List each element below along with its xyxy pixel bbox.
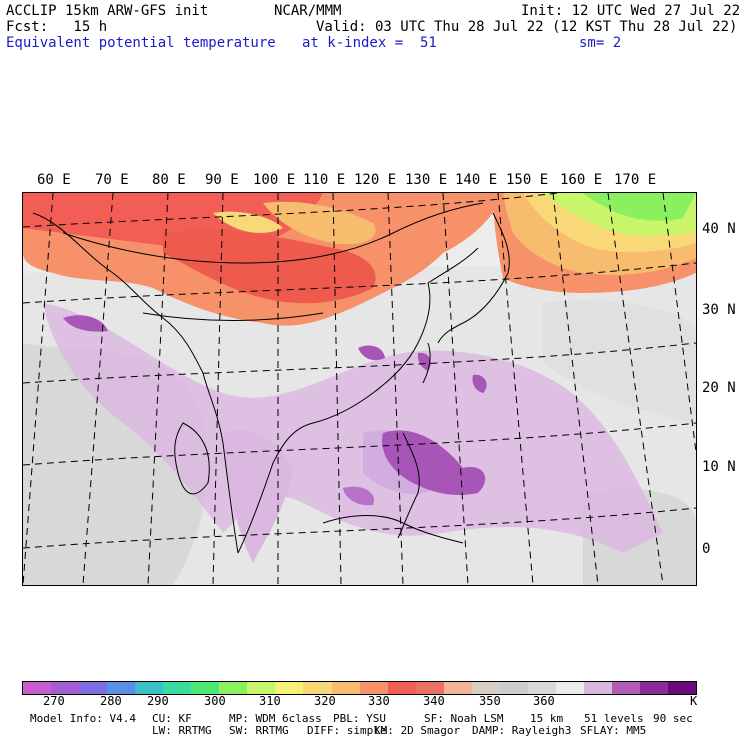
model-info-item: SF: Noah LSM bbox=[424, 712, 504, 725]
colorbar-label: 300 bbox=[204, 694, 226, 708]
colorbar-label: 360 bbox=[533, 694, 555, 708]
model-info-item: 51 levels bbox=[584, 712, 644, 725]
smoothing-label: sm= 2 bbox=[579, 35, 622, 51]
colorbar-swatch bbox=[23, 682, 52, 694]
init-time: Init: 12 UTC Wed 27 Jul 22 bbox=[521, 3, 740, 19]
colorbar-swatch bbox=[331, 682, 360, 694]
model-info-item: MP: WDM 6class bbox=[229, 712, 322, 725]
colorbar-label: 330 bbox=[368, 694, 390, 708]
latitude-label: 0 bbox=[702, 541, 711, 557]
model-info-item: DAMP: Rayleigh3 bbox=[472, 724, 572, 737]
colorbar-label: 340 bbox=[423, 694, 445, 708]
colorbar-swatch bbox=[640, 682, 669, 694]
colorbar-swatch bbox=[555, 682, 584, 694]
model-info-item: KM: 2D Smagor bbox=[374, 724, 461, 737]
model-info-item: DIFF: simple bbox=[307, 724, 387, 737]
colorbar-swatch bbox=[583, 682, 612, 694]
colorbar-swatch bbox=[275, 682, 304, 694]
colorbar-swatch bbox=[51, 682, 80, 694]
colorbar-swatch bbox=[387, 682, 416, 694]
colorbar-swatch bbox=[219, 682, 248, 694]
colorbar-unit: K bbox=[690, 694, 698, 708]
colorbar-swatch bbox=[499, 682, 528, 694]
map-canvas bbox=[23, 193, 696, 585]
colorbar-swatch bbox=[191, 682, 220, 694]
colorbar bbox=[22, 681, 697, 695]
colorbar-label: 320 bbox=[314, 694, 336, 708]
latitude-label: 10 N bbox=[702, 459, 736, 475]
model-title: ACCLIP 15km ARW-GFS init bbox=[6, 3, 209, 19]
colorbar-swatch bbox=[107, 682, 136, 694]
colorbar-swatch bbox=[359, 682, 388, 694]
colorbar-swatch bbox=[415, 682, 444, 694]
colorbar-label: 280 bbox=[100, 694, 122, 708]
model-info-item: PBL: YSU bbox=[333, 712, 386, 725]
colorbar-swatch bbox=[443, 682, 472, 694]
model-info-item: CU: KF bbox=[152, 712, 192, 725]
colorbar-swatch bbox=[247, 682, 276, 694]
center-label: NCAR/MMM bbox=[274, 3, 342, 19]
field-name: Equivalent potential temperature bbox=[6, 35, 276, 51]
model-info-item: 15 km bbox=[530, 712, 564, 725]
colorbar-label: 310 bbox=[259, 694, 281, 708]
longitude-label: 140 E bbox=[455, 172, 498, 188]
colorbar-swatch bbox=[611, 682, 641, 694]
colorbar-swatch bbox=[79, 682, 108, 694]
latitude-label: 30 N bbox=[702, 302, 736, 318]
level-label: at k-index = 51 bbox=[302, 35, 437, 51]
longitude-label: 150 E bbox=[506, 172, 549, 188]
longitude-label: 130 E bbox=[405, 172, 448, 188]
colorbar-swatch bbox=[471, 682, 500, 694]
model-info-item: LW: RRTMG bbox=[152, 724, 212, 737]
colorbar-swatch bbox=[303, 682, 332, 694]
longitude-label: 60 E bbox=[37, 172, 71, 188]
colorbar-swatch bbox=[668, 682, 697, 694]
model-info-item: SW: RRTMG bbox=[229, 724, 289, 737]
colorbar-swatch bbox=[163, 682, 192, 694]
latitude-label: 20 N bbox=[702, 380, 736, 396]
model-info-item: SFLAY: MM5 bbox=[580, 724, 647, 737]
model-info-item: Model Info: V4.4 bbox=[30, 712, 136, 725]
latitude-label: 40 N bbox=[702, 221, 736, 237]
longitude-label: 160 E bbox=[560, 172, 603, 188]
forecast-hour: Fcst: 15 h bbox=[6, 19, 108, 35]
colorbar-swatch bbox=[135, 682, 164, 694]
valid-time: Valid: 03 UTC Thu 28 Jul 22 (12 KST Thu … bbox=[316, 19, 738, 35]
colorbar-label: 350 bbox=[479, 694, 501, 708]
longitude-label: 70 E bbox=[95, 172, 129, 188]
colorbar-label: 270 bbox=[43, 694, 65, 708]
model-info-item: 90 sec bbox=[653, 712, 693, 725]
longitude-label: 170 E bbox=[614, 172, 657, 188]
longitude-label: 100 E bbox=[253, 172, 296, 188]
longitude-label: 120 E bbox=[354, 172, 397, 188]
colorbar-swatch bbox=[527, 682, 556, 694]
colorbar-label: 290 bbox=[147, 694, 169, 708]
longitude-label: 110 E bbox=[303, 172, 346, 188]
longitude-label: 80 E bbox=[152, 172, 186, 188]
longitude-label: 90 E bbox=[205, 172, 239, 188]
map-panel bbox=[22, 192, 697, 586]
